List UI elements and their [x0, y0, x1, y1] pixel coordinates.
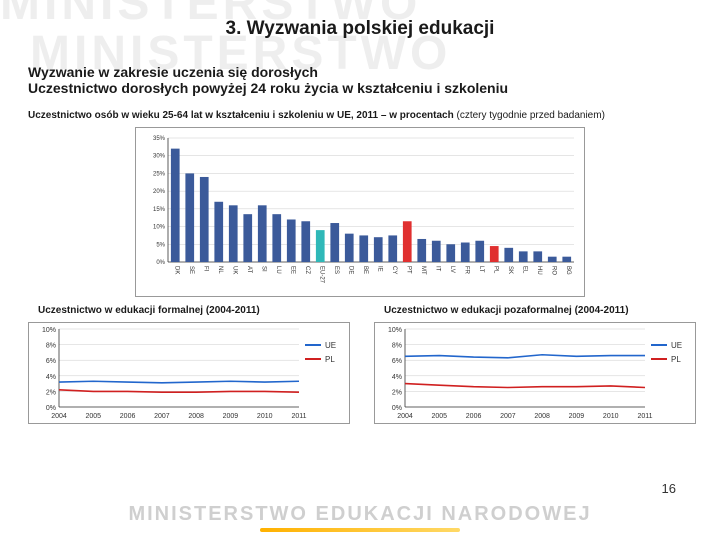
- svg-text:10%: 10%: [388, 327, 402, 334]
- svg-text:FI: FI: [202, 266, 208, 272]
- small-charts-row: Uczestnictwo w edukacji formalnej (2004-…: [28, 305, 692, 424]
- svg-text:UE: UE: [325, 341, 336, 350]
- svg-text:SI: SI: [260, 266, 266, 272]
- svg-text:35%: 35%: [153, 136, 166, 142]
- svg-text:BG: BG: [565, 266, 571, 275]
- main-bar-chart: 0% 5% 10% 15% 20% 25% 30% 35% DK SE FI NL UK AT SI LU EE…: [135, 127, 585, 297]
- svg-text:IT: IT: [434, 266, 440, 272]
- svg-text:15%: 15%: [153, 207, 166, 213]
- svg-text:2010: 2010: [257, 413, 273, 420]
- subtitle-block: Wyzwanie w zakresie uczenia się dorosłyc…: [28, 64, 692, 96]
- svg-text:5%: 5%: [156, 242, 165, 248]
- svg-text:CZ: CZ: [304, 266, 310, 274]
- svg-text:10%: 10%: [42, 327, 56, 334]
- svg-text:8%: 8%: [46, 343, 56, 350]
- watermark-bottom: MINISTERSTWO EDUKACJI NARODOWEJ: [0, 503, 720, 532]
- svg-text:RO: RO: [550, 266, 556, 275]
- svg-text:DK: DK: [173, 266, 179, 274]
- svg-text:PL: PL: [492, 266, 498, 274]
- svg-text:0%: 0%: [156, 260, 165, 266]
- svg-text:2011: 2011: [291, 413, 306, 420]
- watermark-bottom-text: MINISTERSTWO EDUKACJI NARODOWEJ: [0, 503, 720, 526]
- svg-text:PL: PL: [325, 355, 335, 364]
- svg-text:2%: 2%: [46, 389, 56, 396]
- svg-text:2007: 2007: [154, 413, 170, 420]
- svg-text:PL: PL: [671, 355, 681, 364]
- svg-text:AT: AT: [246, 266, 252, 274]
- svg-text:IE: IE: [376, 266, 382, 272]
- left-chart-caption: Uczestnictwo w edukacji formalnej (2004-…: [28, 305, 350, 316]
- svg-text:25%: 25%: [153, 171, 166, 177]
- svg-text:LV: LV: [449, 266, 455, 273]
- right-line-chart: 0% 2% 4% 6% 8% 10% 2004 2005 2006 2007 2008 2009 201…: [374, 322, 696, 424]
- svg-text:SK: SK: [507, 266, 513, 274]
- svg-text:SE: SE: [188, 266, 194, 274]
- left-chart-svg: 0% 2% 4% 6% 8% 10% 2004 2005 2006 2007 2008 2009 201…: [29, 323, 349, 423]
- svg-text:2006: 2006: [466, 413, 482, 420]
- left-column: Uczestnictwo w edukacji formalnej (2004-…: [28, 305, 350, 424]
- right-column: Uczestnictwo w edukacji pozaformalnej (2…: [374, 305, 696, 424]
- svg-text:2005: 2005: [431, 413, 447, 420]
- left-line-chart: 0% 2% 4% 6% 8% 10% 2004 2005 2006 2007 2008 2009 201…: [28, 322, 350, 424]
- svg-text:8%: 8%: [392, 343, 402, 350]
- svg-text:DE: DE: [347, 266, 353, 274]
- watermark-underline: [260, 528, 460, 532]
- main-chart-caption: Uczestnictwo osób w wieku 25-64 lat w ks…: [28, 110, 692, 121]
- svg-text:LU: LU: [275, 266, 281, 274]
- svg-text:2009: 2009: [223, 413, 239, 420]
- svg-text:0%: 0%: [392, 405, 402, 412]
- svg-text:2008: 2008: [534, 413, 550, 420]
- svg-text:2005: 2005: [85, 413, 101, 420]
- svg-text:MT: MT: [420, 266, 426, 275]
- svg-text:4%: 4%: [392, 374, 402, 381]
- svg-text:2%: 2%: [392, 389, 402, 396]
- svg-text:2004: 2004: [397, 413, 413, 420]
- svg-text:FR: FR: [463, 266, 469, 275]
- bar-chart-svg: 0% 5% 10% 15% 20% 25% 30% 35% DK SE FI NL UK AT SI LU EE…: [140, 132, 580, 292]
- svg-text:20%: 20%: [153, 189, 166, 195]
- svg-text:NL: NL: [217, 266, 223, 274]
- svg-text:2008: 2008: [188, 413, 204, 420]
- subtitle-2: Uczestnictwo dorosłych powyżej 24 roku ż…: [28, 80, 692, 96]
- svg-text:UE: UE: [671, 341, 682, 350]
- svg-text:30%: 30%: [153, 154, 166, 160]
- svg-text:6%: 6%: [392, 358, 402, 365]
- svg-text:6%: 6%: [46, 358, 56, 365]
- svg-text:4%: 4%: [46, 374, 56, 381]
- svg-text:2007: 2007: [500, 413, 516, 420]
- svg-text:2010: 2010: [603, 413, 619, 420]
- svg-text:EU-27: EU-27: [318, 266, 324, 284]
- svg-text:UK: UK: [231, 266, 237, 274]
- svg-text:2009: 2009: [569, 413, 585, 420]
- svg-text:HU: HU: [536, 266, 542, 275]
- caption-bold: Uczestnictwo osób w wieku 25-64 lat w ks…: [28, 110, 456, 121]
- svg-text:BE: BE: [362, 266, 368, 274]
- svg-text:10%: 10%: [153, 225, 166, 231]
- slide-title: 3. Wyzwania polskiej edukacji: [28, 18, 692, 40]
- svg-text:EL: EL: [521, 266, 527, 274]
- right-chart-svg: 0% 2% 4% 6% 8% 10% 2004 2005 2006 2007 2008 2009 201…: [375, 323, 695, 423]
- slide-content: 3. Wyzwania polskiej edukacji Wyzwanie w…: [0, 0, 720, 424]
- page-number: 16: [662, 481, 676, 496]
- right-chart-caption: Uczestnictwo w edukacji pozaformalnej (2…: [374, 305, 696, 316]
- svg-text:ES: ES: [333, 266, 339, 274]
- svg-text:2004: 2004: [51, 413, 67, 420]
- svg-text:PT: PT: [405, 266, 411, 274]
- svg-text:2011: 2011: [637, 413, 652, 420]
- caption-light: (cztery tygodnie przed badaniem): [456, 110, 604, 121]
- svg-text:CY: CY: [391, 266, 397, 274]
- svg-text:0%: 0%: [46, 405, 56, 412]
- svg-text:EE: EE: [289, 266, 295, 274]
- svg-text:LT: LT: [478, 266, 484, 273]
- svg-text:2006: 2006: [120, 413, 136, 420]
- subtitle-1: Wyzwanie w zakresie uczenia się dorosłyc…: [28, 64, 692, 80]
